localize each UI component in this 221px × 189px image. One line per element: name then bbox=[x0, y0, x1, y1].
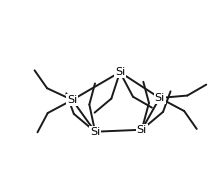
Text: Si: Si bbox=[137, 125, 147, 135]
Text: Si: Si bbox=[90, 127, 100, 137]
Text: Si: Si bbox=[115, 67, 125, 77]
Text: Si: Si bbox=[67, 95, 77, 105]
Text: Si: Si bbox=[154, 93, 165, 103]
